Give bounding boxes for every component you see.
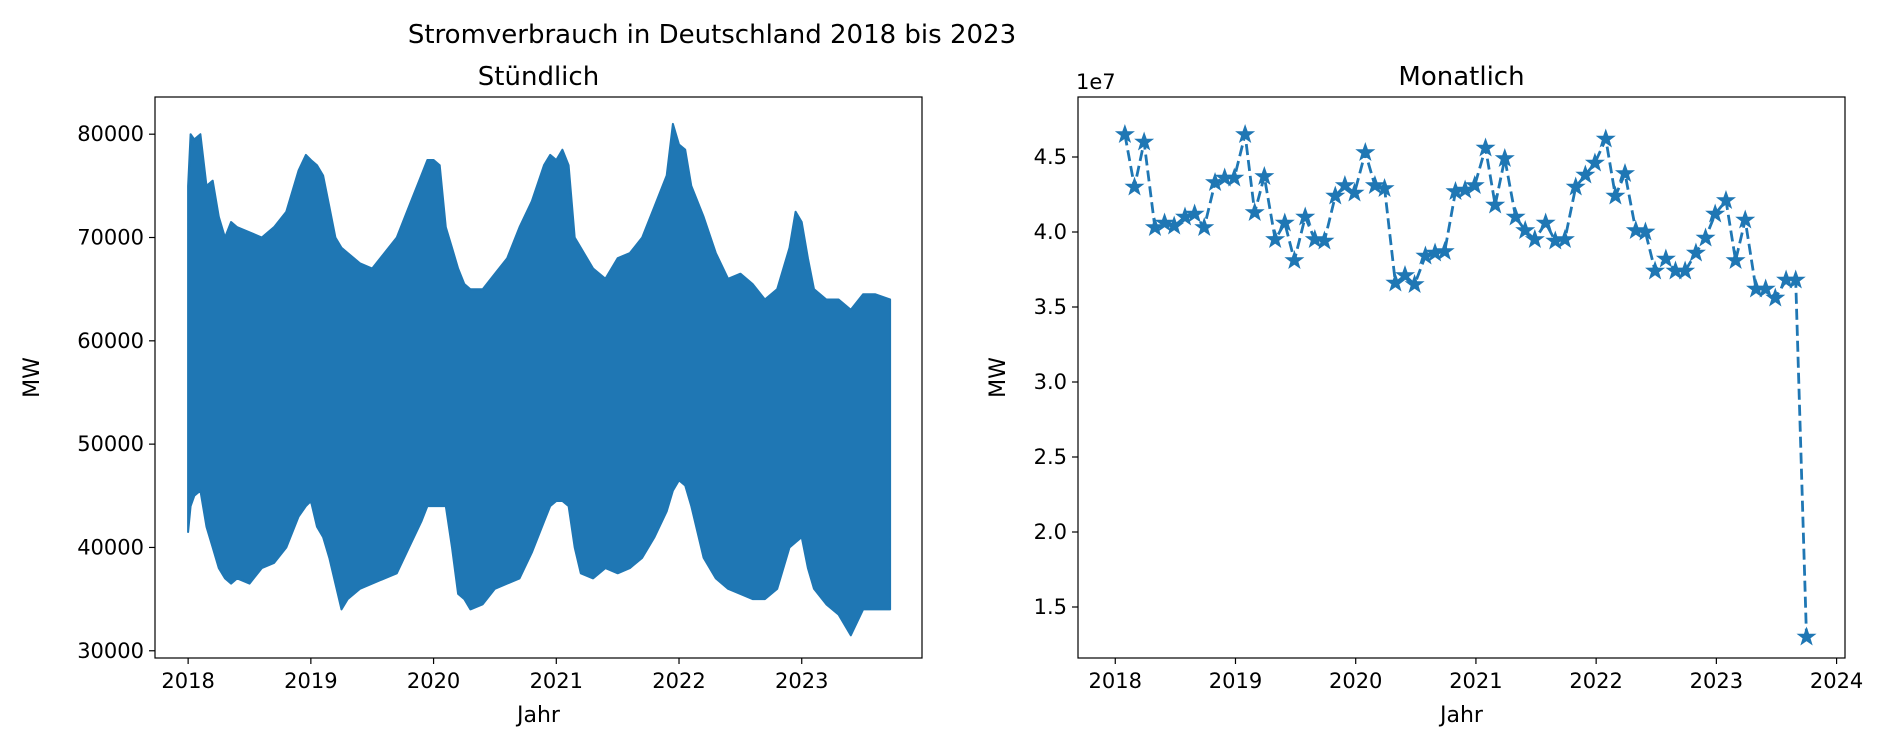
data-point-marker <box>1565 176 1586 196</box>
x-tick-label: 2019 <box>1209 669 1262 693</box>
data-point-marker <box>1675 260 1696 280</box>
x-tick-label: 2021 <box>530 669 583 693</box>
x-tick-label: 2020 <box>407 669 460 693</box>
data-point-marker <box>1194 216 1215 237</box>
data-point-marker <box>1295 206 1316 226</box>
y-tick-label: 4.0 <box>1034 220 1067 244</box>
hourly-consumption-band <box>187 122 892 637</box>
y-tick-label: 70000 <box>77 226 144 250</box>
figure-suptitle: Stromverbrauch in Deutschland 2018 bis 2… <box>408 20 1016 50</box>
data-point-marker <box>1785 269 1806 289</box>
y-tick-label: 30000 <box>77 639 144 663</box>
data-point-marker <box>1685 242 1706 262</box>
plot-frame <box>154 96 923 659</box>
y-tick-label: 80000 <box>77 122 144 146</box>
data-point-marker <box>1524 228 1545 249</box>
x-tick-label: 2018 <box>161 669 214 693</box>
data-point-marker <box>1535 212 1556 232</box>
x-tick-label: 2021 <box>1449 669 1502 693</box>
data-point-marker <box>1605 185 1626 205</box>
data-point-marker <box>1224 167 1245 187</box>
x-axis-label: Jahr <box>515 703 561 728</box>
data-point-marker <box>1364 174 1385 195</box>
x-tick-label: 2022 <box>1569 669 1622 693</box>
monthly-consumption-line <box>1123 134 1808 638</box>
data-point-marker <box>1796 626 1817 646</box>
data-point-marker <box>1515 219 1536 240</box>
y-tick-label: 4.5 <box>1034 145 1067 169</box>
hourly-panel: Stündlich 2018 2019 2020 2021 2022 2023 30000 40… <box>20 62 923 728</box>
x-axis-label: Jahr <box>1438 703 1484 728</box>
y-tick-label: 1.5 <box>1034 595 1067 619</box>
data-point-marker <box>1575 164 1596 184</box>
data-point-marker <box>1434 240 1455 261</box>
data-point-marker <box>1725 249 1746 270</box>
y-tick-label: 2.5 <box>1034 445 1067 469</box>
data-point-marker <box>1635 221 1656 241</box>
x-tick-label: 2020 <box>1329 669 1382 693</box>
data-point-marker <box>1274 212 1295 232</box>
panel-title: Stündlich <box>478 62 599 92</box>
data-point-marker <box>1655 248 1676 268</box>
plot-frame <box>1077 96 1846 659</box>
data-point-marker <box>1124 176 1145 196</box>
x-tick-label: 2024 <box>1810 669 1863 693</box>
data-point-marker <box>1394 264 1416 285</box>
y-axis-label: MW <box>986 357 1011 398</box>
data-point-marker <box>1645 260 1666 280</box>
x-tick-label: 2023 <box>775 669 828 693</box>
data-point-marker <box>1134 131 1155 151</box>
data-point-marker <box>1254 165 1275 186</box>
data-point-marker <box>1485 194 1506 214</box>
data-point-marker <box>1235 123 1256 144</box>
data-point-marker <box>1715 189 1736 210</box>
y-tick-label: 60000 <box>77 329 144 353</box>
data-point-marker <box>1614 162 1636 183</box>
data-point-marker <box>1595 128 1616 148</box>
data-point-marker <box>1154 212 1175 232</box>
data-point-marker <box>1355 141 1376 162</box>
data-point-marker <box>1284 249 1305 270</box>
data-point-marker <box>1325 185 1346 205</box>
y-tick-label: 3.0 <box>1034 370 1067 394</box>
y-tick-label: 40000 <box>77 535 144 559</box>
data-point-marker <box>1625 219 1646 240</box>
y-axis-offset-text: 1e7 <box>1076 70 1116 94</box>
monthly-panel: Monatlich 2018 2019 2020 2021 2022 2023 2024 1.5… <box>986 62 1863 728</box>
data-point-marker <box>1314 230 1335 250</box>
data-point-marker <box>1494 147 1515 168</box>
data-point-marker <box>1755 278 1776 298</box>
data-point-marker <box>1505 206 1526 226</box>
data-point-marker <box>1114 123 1135 144</box>
y-tick-label: 2.0 <box>1034 520 1067 544</box>
data-point-marker <box>1344 182 1365 202</box>
data-point-marker <box>1404 273 1425 294</box>
data-point-marker <box>1695 227 1716 247</box>
y-tick-label: 3.5 <box>1034 295 1067 319</box>
data-point-marker <box>1334 174 1355 195</box>
x-tick-label: 2023 <box>1690 669 1743 693</box>
data-point-marker <box>1304 228 1325 249</box>
data-point-marker <box>1475 137 1496 157</box>
data-point-marker <box>1374 177 1395 198</box>
data-point-marker <box>1464 174 1485 195</box>
data-point-marker <box>1584 152 1605 172</box>
data-point-marker <box>1735 209 1756 229</box>
data-point-marker <box>1554 228 1575 249</box>
data-point-marker <box>1184 203 1205 223</box>
y-axis-label: MW <box>20 357 45 398</box>
panel-title: Monatlich <box>1398 62 1524 92</box>
data-point-marker <box>1244 201 1265 222</box>
data-point-marker <box>1265 228 1286 249</box>
data-point-marker <box>1765 287 1786 307</box>
x-tick-label: 2022 <box>652 669 705 693</box>
data-point-marker <box>1705 203 1726 223</box>
x-tick-label: 2019 <box>284 669 337 693</box>
x-tick-label: 2018 <box>1089 669 1142 693</box>
y-tick-label: 50000 <box>77 432 144 456</box>
